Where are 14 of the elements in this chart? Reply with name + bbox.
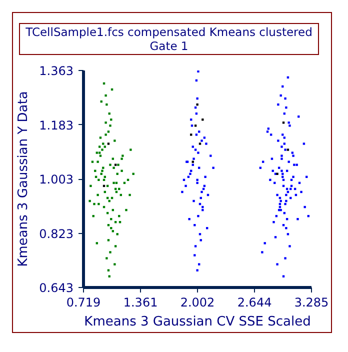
x-tick-label: 0.719 bbox=[66, 296, 101, 310]
y-tick-label: 1.183 bbox=[39, 118, 74, 132]
y-tick-label: 1.363 bbox=[39, 64, 74, 78]
y-axis-title: Kmeans 3 Gaussian Y Data bbox=[16, 91, 32, 267]
chart-subtitle: Gate 1 bbox=[150, 39, 188, 53]
chart-title: TCellSample1.fcs compensated Kmeans clustered bbox=[26, 25, 312, 39]
x-tick-label: 2.002 bbox=[180, 296, 215, 310]
y-tick-label: 0.643 bbox=[39, 281, 74, 295]
x-tick-label: 1.361 bbox=[123, 296, 158, 310]
y-tick-label: 0.823 bbox=[39, 226, 74, 241]
x-tick-label: 2.644 bbox=[237, 296, 272, 310]
x-axis-title: Kmeans 3 Gaussian CV SSE Scaled bbox=[84, 314, 311, 330]
x-tick-label: 3.285 bbox=[294, 296, 329, 310]
y-tick-label: 1.003 bbox=[39, 172, 74, 186]
